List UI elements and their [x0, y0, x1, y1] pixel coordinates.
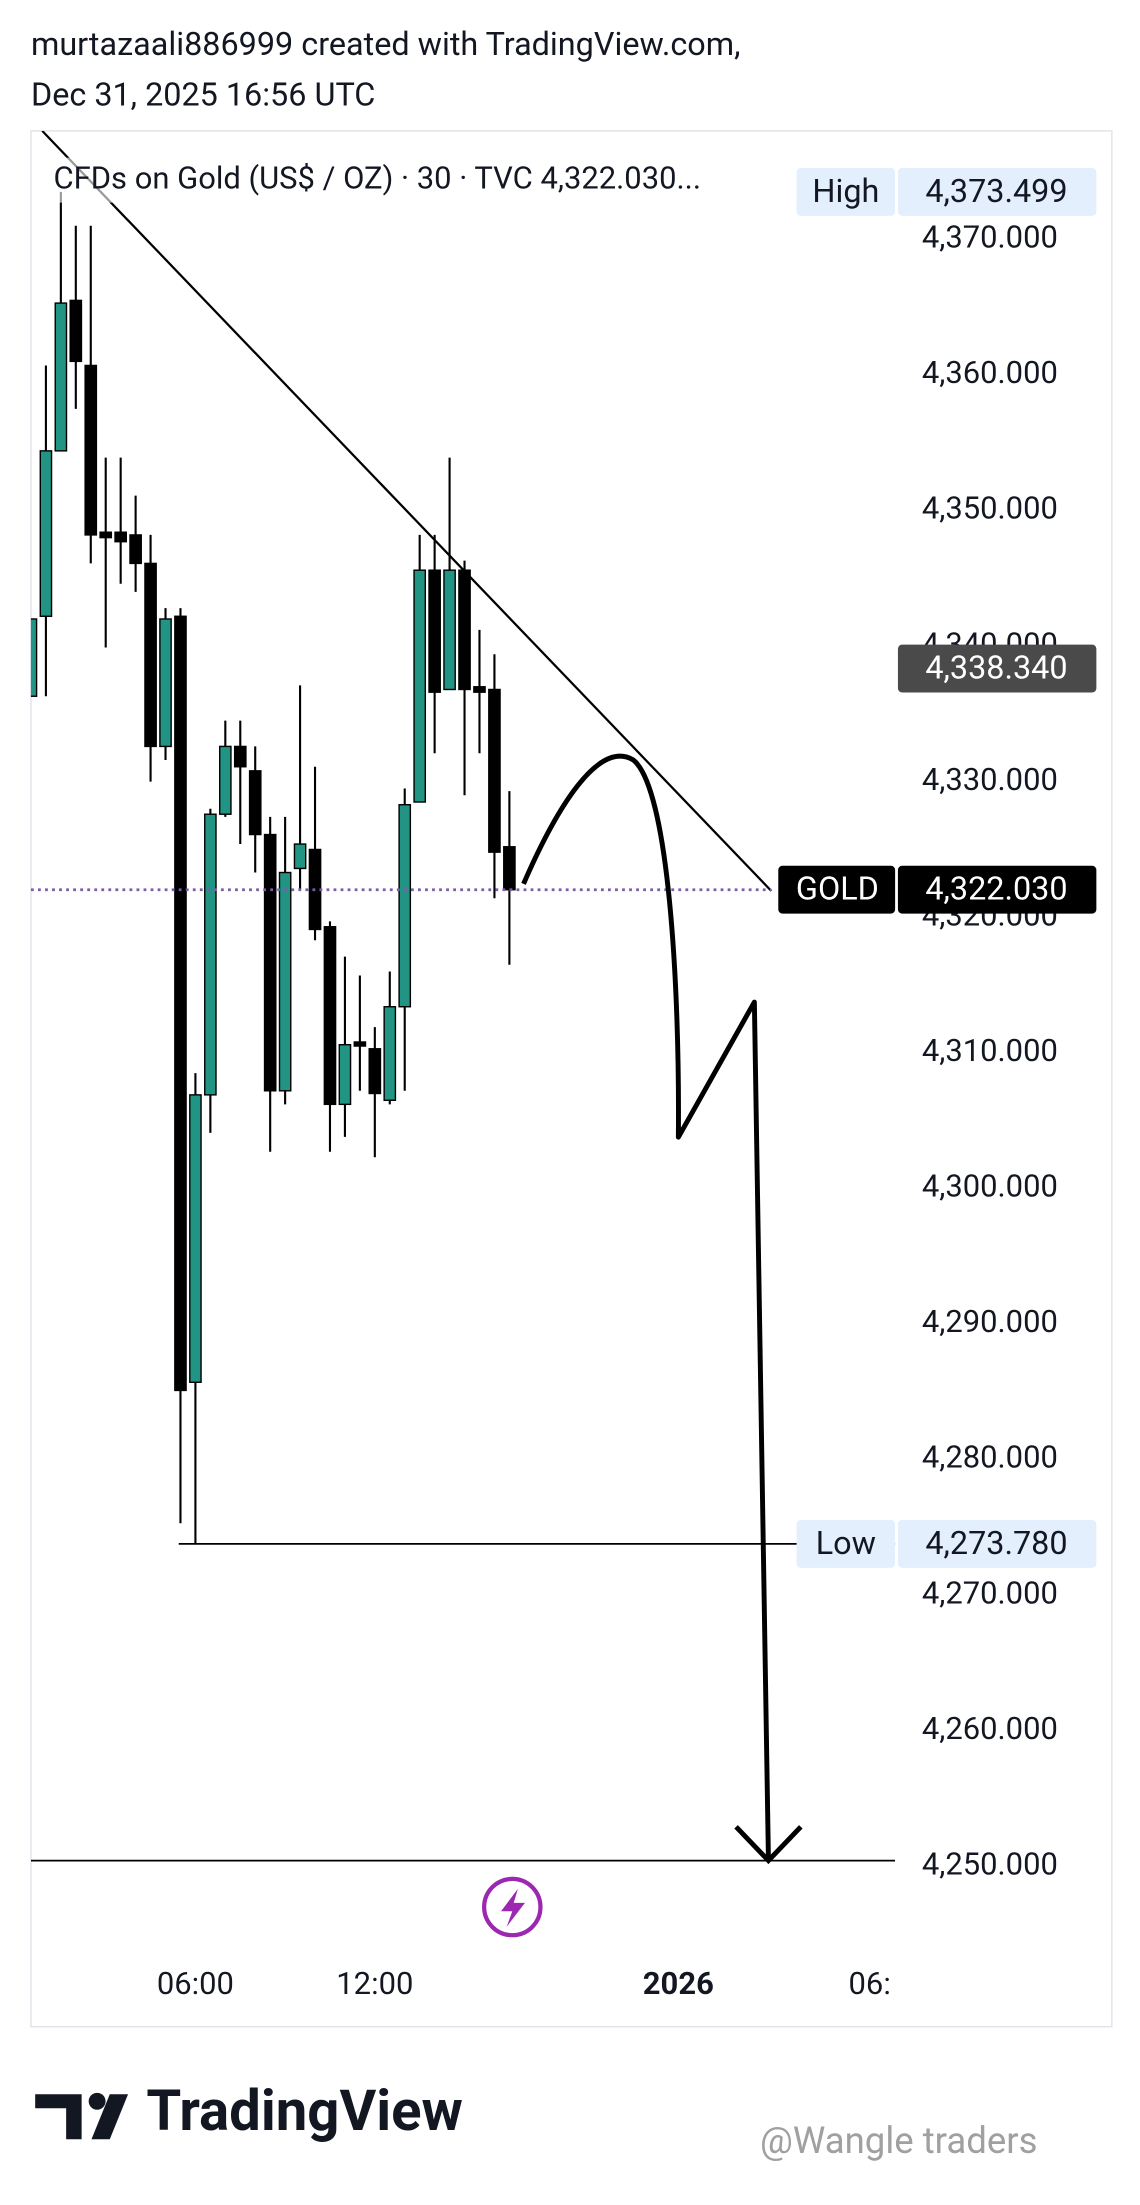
marker-value: 4,338.340	[925, 649, 1067, 687]
candle-body	[39, 450, 53, 617]
marker-label: High	[812, 172, 879, 210]
x-tick-label: 2026	[643, 1965, 714, 2002]
y-tick-label: 4,370.000	[922, 219, 1058, 256]
marker-label: GOLD	[796, 870, 879, 908]
marker-label-box	[796, 167, 896, 216]
candle-body	[383, 1006, 397, 1101]
candle-body	[54, 302, 68, 452]
marker-label-box	[778, 865, 896, 914]
y-tick-label: 4,270.000	[922, 1574, 1058, 1611]
y-tick-label: 4,290.000	[922, 1303, 1058, 1340]
x-tick-label: 06:00	[157, 1965, 234, 2002]
candle-body	[293, 843, 307, 870]
chart-frame	[30, 130, 1113, 2028]
x-tick-label: 06:	[849, 1965, 891, 2002]
candle-body	[428, 569, 441, 693]
y-tick-label: 4,260.000	[922, 1710, 1058, 1747]
marker-label-box	[796, 1519, 896, 1568]
candle-body	[30, 618, 38, 697]
alert-bolt	[501, 1888, 525, 1927]
marker-label: Low	[816, 1524, 876, 1562]
projection-path	[521, 753, 771, 1861]
candle-body	[488, 688, 501, 853]
x-tick-label: 12:00	[336, 1965, 413, 2002]
y-tick-label: 4,250.000	[922, 1845, 1058, 1882]
candle-body	[473, 686, 486, 693]
plot	[30, 130, 896, 1862]
candle-body	[204, 813, 217, 1096]
candle-body	[353, 1041, 367, 1047]
overlay	[30, 888, 896, 1545]
y-tick-label: 4,300.000	[922, 1168, 1058, 1205]
candle-body	[368, 1048, 382, 1095]
candle-body	[189, 1094, 202, 1383]
candle-body	[278, 871, 292, 1092]
candle-body	[84, 364, 98, 536]
candle-body	[69, 299, 83, 363]
chart-title: CFDs on Gold (US$ / OZ) · 30 · TVC 4,322…	[53, 159, 701, 196]
marker-value-box	[897, 1519, 1097, 1568]
candle-body	[159, 618, 172, 748]
marker-value: 4,322.030	[925, 870, 1067, 908]
candle-body	[443, 569, 456, 691]
candle-body	[248, 770, 262, 836]
candle-body	[338, 1043, 352, 1106]
trendline	[41, 130, 773, 892]
y-tick-label: 4,330.000	[922, 761, 1058, 798]
candle-body	[503, 846, 516, 891]
brand-logo	[35, 2092, 129, 2140]
candle-body	[99, 531, 113, 539]
candle-body	[144, 562, 157, 748]
candle-body	[114, 531, 128, 543]
brand: TradingView	[146, 2078, 463, 2144]
candle-body	[129, 534, 142, 565]
y-tick-label: 4,360.000	[922, 354, 1058, 391]
marker-value-box	[897, 865, 1097, 914]
candle-body	[458, 569, 471, 691]
arrow-head	[734, 1825, 803, 1865]
marker-value: 4,273.780	[925, 1524, 1067, 1562]
y-tick-label: 4,310.000	[922, 1032, 1058, 1069]
candle-body	[174, 615, 187, 1392]
watermark: @Wangle traders	[760, 2119, 1038, 2162]
candle-body	[263, 833, 277, 1092]
candle-body	[218, 745, 232, 815]
candle-body	[398, 804, 412, 1008]
legend-bg	[50, 157, 797, 203]
marker-value: 4,373.499	[925, 172, 1067, 210]
marker-value-box	[897, 644, 1097, 693]
marker-value-box	[897, 167, 1097, 216]
candle-body	[233, 745, 247, 768]
date: Dec 31, 2025 16:56 UTC	[31, 76, 375, 114]
y-tick-label: 4,280.000	[922, 1439, 1058, 1476]
candle-body	[323, 926, 337, 1106]
author: murtazaali886999 created with TradingVie…	[31, 25, 741, 63]
y-tick-label: 4,350.000	[922, 490, 1058, 527]
candle-body	[413, 569, 427, 803]
